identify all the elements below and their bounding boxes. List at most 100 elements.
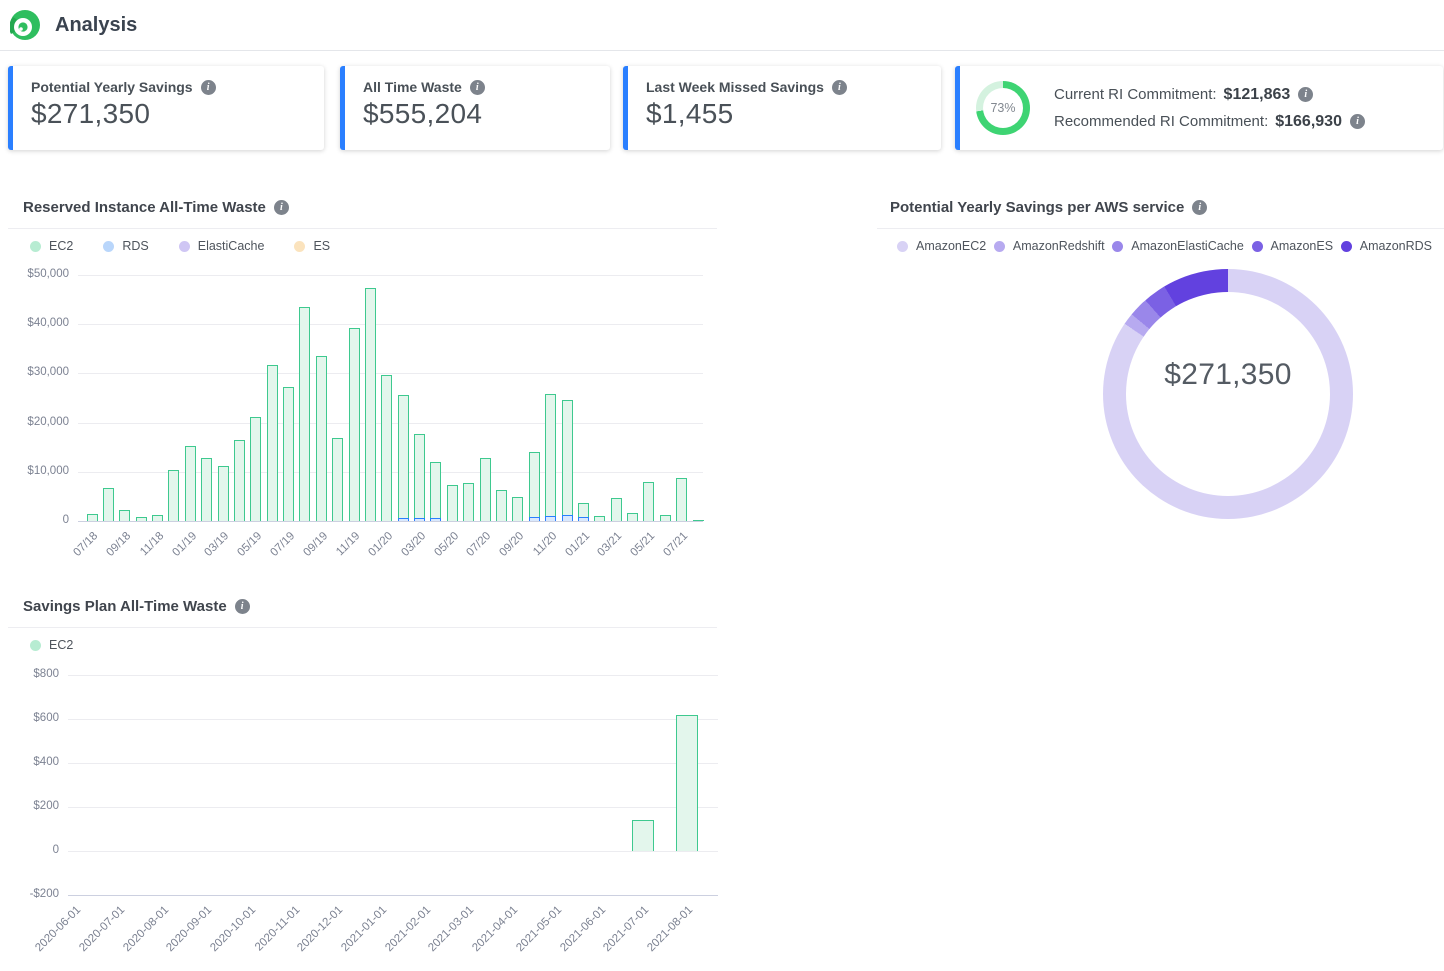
legend-dot-icon [30,240,41,252]
ri-chart-legend: EC2 RDS ElastiCache ES [30,239,330,253]
bar-RDS-02/20 [397,517,409,521]
brand-logo-icon [10,10,40,40]
bar-EC2-07/19 [283,387,295,521]
gridline [68,807,718,808]
bar-EC2-08/20 [496,490,507,521]
divider [877,228,1444,229]
bar-EC2-2021-07-01 [632,820,655,851]
info-icon[interactable]: i [234,599,250,614]
bar-EC2-07/20 [479,457,491,521]
x-axis-label: 2020-07-01 [77,904,128,955]
legend-item-ElastiCache[interactable]: ElastiCache [178,239,264,253]
bar-EC2-05/20 [446,485,458,521]
x-axis-label: 05/20 [432,530,461,559]
x-axis-label: 07/18 [71,530,101,559]
info-icon[interactable]: i [1349,114,1365,129]
bar-EC2-05/21 [643,482,655,521]
x-axis-label: 01/20 [366,530,396,559]
x-axis-label: 2021-04-01 [470,904,521,955]
bar-RDS-10/20 [528,517,540,521]
legend-dot-icon [993,240,1005,252]
stat-card-all-time-waste: All Time Waste i $555,204 [340,66,610,150]
info-icon[interactable]: i [200,79,216,95]
bar-EC2-08/19 [299,307,311,521]
gridline [78,275,703,276]
savings-per-service-chart-panel: Potential Yearly Savings per AWS service… [877,195,1444,591]
legend-item-EC2[interactable]: EC2 [30,638,73,652]
x-axis-label: 09/19 [300,530,330,559]
bar-EC2-09/19 [315,355,327,521]
legend-item-AmazonElastiCache[interactable]: AmazonElastiCache [1112,239,1244,253]
bar-EC2-06/21 [659,515,671,521]
x-axis-label: 2020-09-01 [164,904,215,955]
x-axis-label: 07/19 [268,530,298,559]
x-axis-label: 05/19 [235,530,265,559]
x-axis-label: 2020-11-01 [252,904,302,954]
stat-card-label: All Time Waste i [363,79,592,95]
bar-EC2-08/18 [102,487,114,521]
bar-EC2-08/21 [692,519,704,521]
donut-hole: $271,350 [1126,292,1330,496]
bar-EC2-02/19 [201,457,213,521]
x-axis-label: 09/18 [104,530,134,559]
legend-item-ES[interactable]: ES [294,239,330,253]
bar-EC2-10/19 [332,438,344,521]
savings-plan-waste-chart-panel: Savings Plan All-Time Waste i EC2 2020-0… [8,594,718,971]
legend-dot-icon [103,240,115,252]
ri-coverage-gauge: 73% [976,81,1030,135]
legend-item-AmazonEC2[interactable]: AmazonEC2 [897,239,986,253]
info-icon[interactable]: i [831,79,847,95]
x-axis-label: 03/19 [202,530,232,559]
x-axis-label: 2020-06-01 [33,904,84,955]
info-icon[interactable]: i [1298,87,1314,102]
x-axis-label: 2021-03-01 [426,904,477,955]
y-axis-label: $40,000 [27,317,69,330]
legend-item-EC2[interactable]: EC2 [30,239,73,253]
stat-card-last-week-missed-savings: Last Week Missed Savings i $1,455 [623,66,941,150]
gridline [68,763,718,764]
bar-EC2-10/18 [135,516,147,521]
bar-EC2-04/20 [430,462,442,518]
x-axis-label: 05/21 [628,530,658,559]
savings-donut-chart: $271,350 [1103,269,1353,519]
x-axis-label: 01/19 [169,530,199,559]
y-axis-label: $10,000 [27,464,69,477]
legend-item-RDS[interactable]: RDS [103,239,149,253]
info-icon[interactable]: i [469,79,485,95]
bar-EC2-2021-08-01 [675,714,698,851]
x-axis-label: 11/20 [530,530,560,559]
ri-all-time-waste-chart-panel: Reserved Instance All-Time Waste i EC2 RD… [8,195,717,591]
bar-EC2-04/19 [233,440,245,521]
y-axis-label: $800 [33,668,59,680]
current-ri-commitment-row: Current RI Commitment: $121,863 i [1054,86,1365,104]
bar-EC2-01/21 [577,502,589,518]
x-axis-label: 07/21 [661,530,691,559]
ri-coverage-percent: 73% [983,88,1023,128]
info-icon[interactable]: i [1192,200,1208,215]
x-axis-label: 03/21 [595,530,625,559]
x-axis-label: 03/20 [399,530,429,559]
info-icon[interactable]: i [273,200,289,215]
legend-item-AmazonES[interactable]: AmazonES [1251,239,1333,253]
gridline [68,851,718,852]
divider [8,228,717,229]
x-axis-label: 2021-06-01 [557,904,608,955]
bar-EC2-12/19 [364,288,376,521]
legend-item-AmazonRDS[interactable]: AmazonRDS [1340,239,1432,253]
bar-EC2-12/18 [168,470,180,521]
gridline [68,895,718,896]
x-axis-label: 2021-02-01 [383,904,434,955]
y-axis-label: -$200 [29,888,59,900]
recommended-ri-commitment-row: Recommended RI Commitment: $166,930 i [1054,113,1365,131]
legend-dot-icon [178,240,190,252]
bar-EC2-05/19 [250,416,262,521]
x-axis-label: 2021-08-01 [645,904,696,955]
page-title: Analysis [55,13,138,36]
bar-EC2-12/20 [561,399,573,516]
x-axis-label: 11/19 [334,530,363,559]
donut-center-total: $271,350 [1164,358,1292,391]
sp-waste-plot: 2020-06-01 2020-07-01 2020-08-01 2020-09-01… [33,675,718,954]
chart-title: Savings Plan All-Time Waste i [23,598,250,615]
bar-EC2-07/21 [676,478,688,521]
legend-item-AmazonRedshift[interactable]: AmazonRedshift [993,239,1105,253]
